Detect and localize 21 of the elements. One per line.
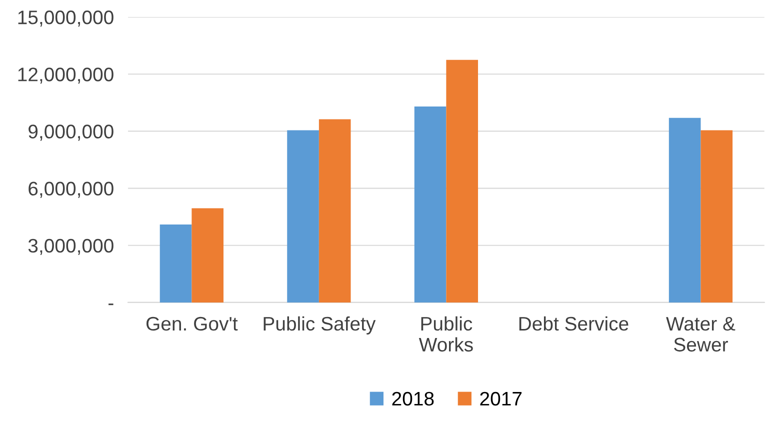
y-tick-label: 6,000,000: [28, 182, 114, 198]
y-tick-label: 3,000,000: [28, 238, 114, 255]
x-tick-label: Water & Sewer: [666, 316, 736, 352]
y-tick-label: -: [108, 304, 114, 306]
x-tick-label: Debt Service: [519, 316, 628, 331]
y-tick-label: 12,000,000: [18, 68, 114, 84]
bar: [160, 224, 192, 302]
x-tick-label: Public Works: [418, 316, 473, 352]
bar: [287, 130, 319, 302]
bar: [318, 119, 351, 302]
bar: [192, 208, 224, 302]
bar: [414, 106, 446, 302]
x-tick-label: Gen. Gov't: [146, 316, 238, 331]
x-tick-label: Public Safety: [264, 316, 376, 334]
y-tick-label: 15,000,000: [18, 10, 114, 27]
bar: [668, 118, 701, 302]
legend-label: 2017: [480, 392, 522, 406]
legend-label: 2018: [392, 392, 434, 406]
bar: [446, 60, 478, 302]
y-tick-label: 9,000,000: [28, 124, 114, 141]
bar: [700, 130, 733, 302]
